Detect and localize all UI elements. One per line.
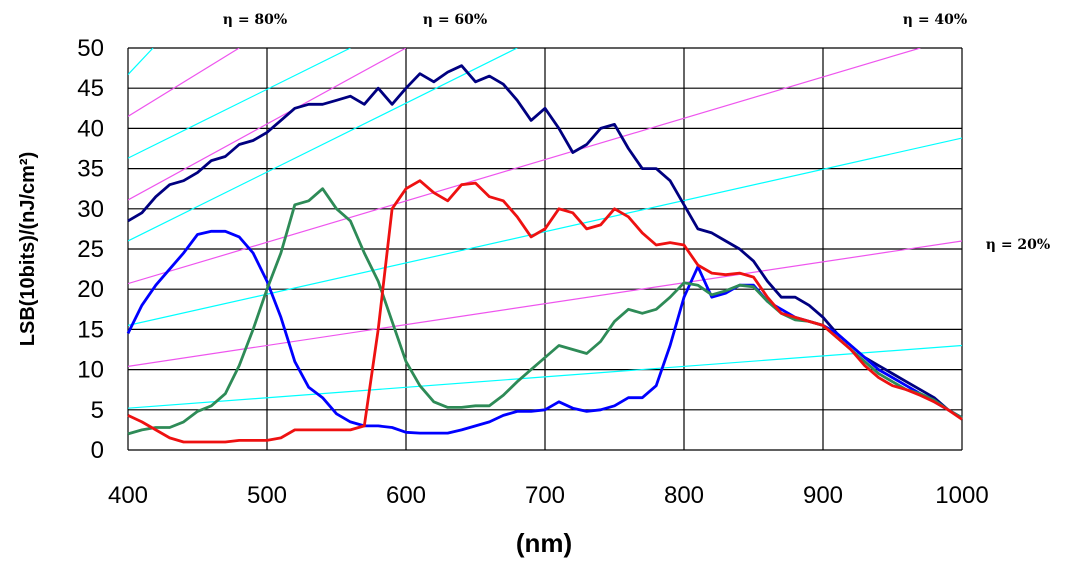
x-tick-label: 1000 [935, 482, 988, 509]
efficiency-line [128, 137, 962, 326]
efficiency-line [128, 48, 240, 117]
y-tick-label: 35 [77, 156, 104, 183]
efficiency-label: η = 20% [986, 237, 1050, 253]
efficiency-label: η = 80% [223, 12, 287, 28]
x-tick-label: 500 [247, 482, 287, 509]
efficiency-line [128, 48, 407, 201]
efficiency-line [128, 48, 351, 159]
grid [127, 47, 963, 451]
series-line-1 [127, 64, 963, 420]
y-tick-label: 0 [91, 437, 104, 464]
efficiency-label: η = 60% [423, 12, 487, 28]
y-tick-label: 5 [91, 397, 104, 424]
x-axis-label: (nm) [516, 528, 572, 558]
efficiency-line [128, 240, 962, 367]
y-tick-label: 30 [77, 196, 104, 223]
efficiency-line [128, 48, 154, 75]
efficiency-label: η = 40% [903, 12, 967, 28]
x-tick-label: 600 [386, 482, 426, 509]
x-tick-label: 700 [525, 482, 565, 509]
efficiency-line [128, 48, 921, 285]
y-tick-label: 50 [77, 35, 104, 62]
series-lines [126, 64, 963, 444]
y-tick-label: 25 [77, 236, 104, 263]
efficiency-line [128, 48, 518, 242]
efficiency-reference-lines [128, 48, 962, 409]
efficiency-labels: η = 80% η = 60% η = 40% η = 20% [223, 12, 1050, 253]
x-tick-label: 400 [108, 482, 148, 509]
series-line-4 [127, 179, 963, 444]
y-tick-label: 45 [77, 75, 104, 102]
x-tick-label: 800 [664, 482, 704, 509]
x-tick-label: 900 [803, 482, 843, 509]
tick-labels: 0 5 10 15 20 25 30 35 40 45 50 400 500 600 700 800 900 10… [77, 35, 988, 509]
efficiency-line [128, 344, 962, 409]
y-tick-label: 10 [77, 357, 104, 384]
y-axis-label: LSB(10bits)/(nJ/cm²) [17, 152, 39, 346]
y-tick-label: 40 [77, 115, 104, 142]
y-tick-label: 15 [77, 316, 104, 343]
y-tick-label: 20 [77, 276, 104, 303]
